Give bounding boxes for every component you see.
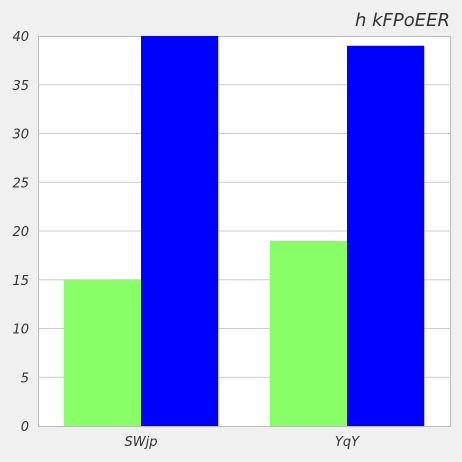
x-tick-label: SWjp bbox=[125, 435, 158, 450]
y-tick-label: 0 bbox=[21, 420, 29, 435]
y-tick-label: 15 bbox=[12, 274, 29, 289]
y-tick-label: 40 bbox=[12, 30, 29, 45]
bar-series-0-YqY bbox=[269, 240, 347, 426]
bar-series-0-SWjp bbox=[63, 279, 141, 426]
y-tick-label: 5 bbox=[21, 371, 29, 386]
x-axis-ticks: SWjp YqY bbox=[125, 435, 361, 450]
chart-title: h kFPoEER bbox=[355, 10, 450, 31]
bars bbox=[63, 36, 425, 426]
x-tick-label: YqY bbox=[335, 435, 360, 450]
y-tick-label: 25 bbox=[12, 176, 29, 191]
y-tick-label: 30 bbox=[12, 128, 29, 143]
bar-series-1-SWjp bbox=[141, 36, 219, 426]
y-tick-label: 10 bbox=[12, 323, 29, 338]
y-tick-label: 35 bbox=[12, 79, 29, 94]
bar-series-1-YqY bbox=[347, 45, 425, 426]
y-axis-ticks: 0 5 10 15 20 25 30 35 40 bbox=[12, 30, 29, 435]
y-tick-label: 20 bbox=[12, 225, 29, 240]
